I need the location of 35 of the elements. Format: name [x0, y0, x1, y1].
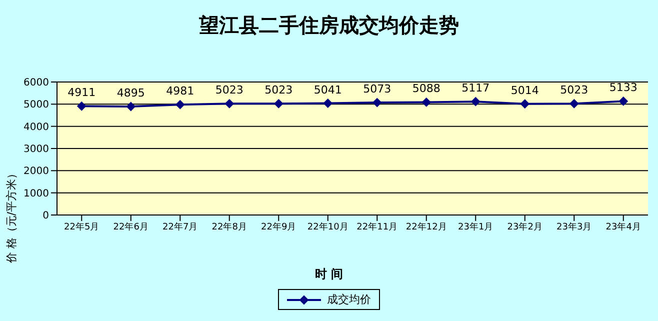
- y-tick-label: 1000: [24, 188, 49, 200]
- y-tick-label: 2000: [24, 166, 49, 178]
- y-axis-title: 价 格（元/平方米）: [4, 167, 20, 263]
- y-tick-label: 6000: [24, 78, 49, 89]
- data-label: 5041: [314, 83, 342, 96]
- y-tick-label: 4000: [24, 122, 49, 133]
- x-tick-label: 22年10月: [307, 221, 348, 232]
- x-tick-label: 22年7月: [162, 221, 198, 232]
- data-label: 4895: [116, 86, 145, 100]
- data-label: 5023: [264, 84, 293, 97]
- x-axis-title: 时 间: [314, 266, 344, 283]
- x-tick-label: 23年3月: [556, 221, 592, 232]
- x-tick-label: 22年8月: [212, 221, 247, 232]
- data-label: 5023: [215, 84, 244, 97]
- data-label: 5117: [462, 82, 490, 95]
- x-tick-label: 23年4月: [606, 221, 641, 232]
- x-tick-label: 22年12月: [406, 221, 447, 232]
- data-label: 5088: [412, 82, 440, 96]
- y-tick-label: 5000: [24, 100, 49, 111]
- data-label: 5133: [609, 81, 638, 94]
- y-tick-label: 3000: [24, 144, 49, 156]
- x-tick-label: 22年6月: [113, 221, 148, 232]
- data-label: 4911: [68, 86, 96, 100]
- data-label: 4981: [166, 84, 194, 98]
- x-tick-label: 22年9月: [261, 221, 296, 232]
- legend-label: 成交均价: [327, 292, 371, 307]
- x-tick-label: 22年5月: [64, 221, 100, 232]
- y-tick-label: 0: [42, 210, 49, 222]
- chart-title: 望江县二手住房成交均价走势: [198, 12, 460, 39]
- x-tick-label: 23年1月: [458, 221, 494, 232]
- data-label: 5014: [510, 84, 539, 97]
- data-label: 5023: [560, 84, 588, 97]
- data-label: 5073: [363, 82, 392, 96]
- x-tick-label: 22年11月: [356, 221, 398, 232]
- x-tick-label: 23年2月: [507, 221, 542, 232]
